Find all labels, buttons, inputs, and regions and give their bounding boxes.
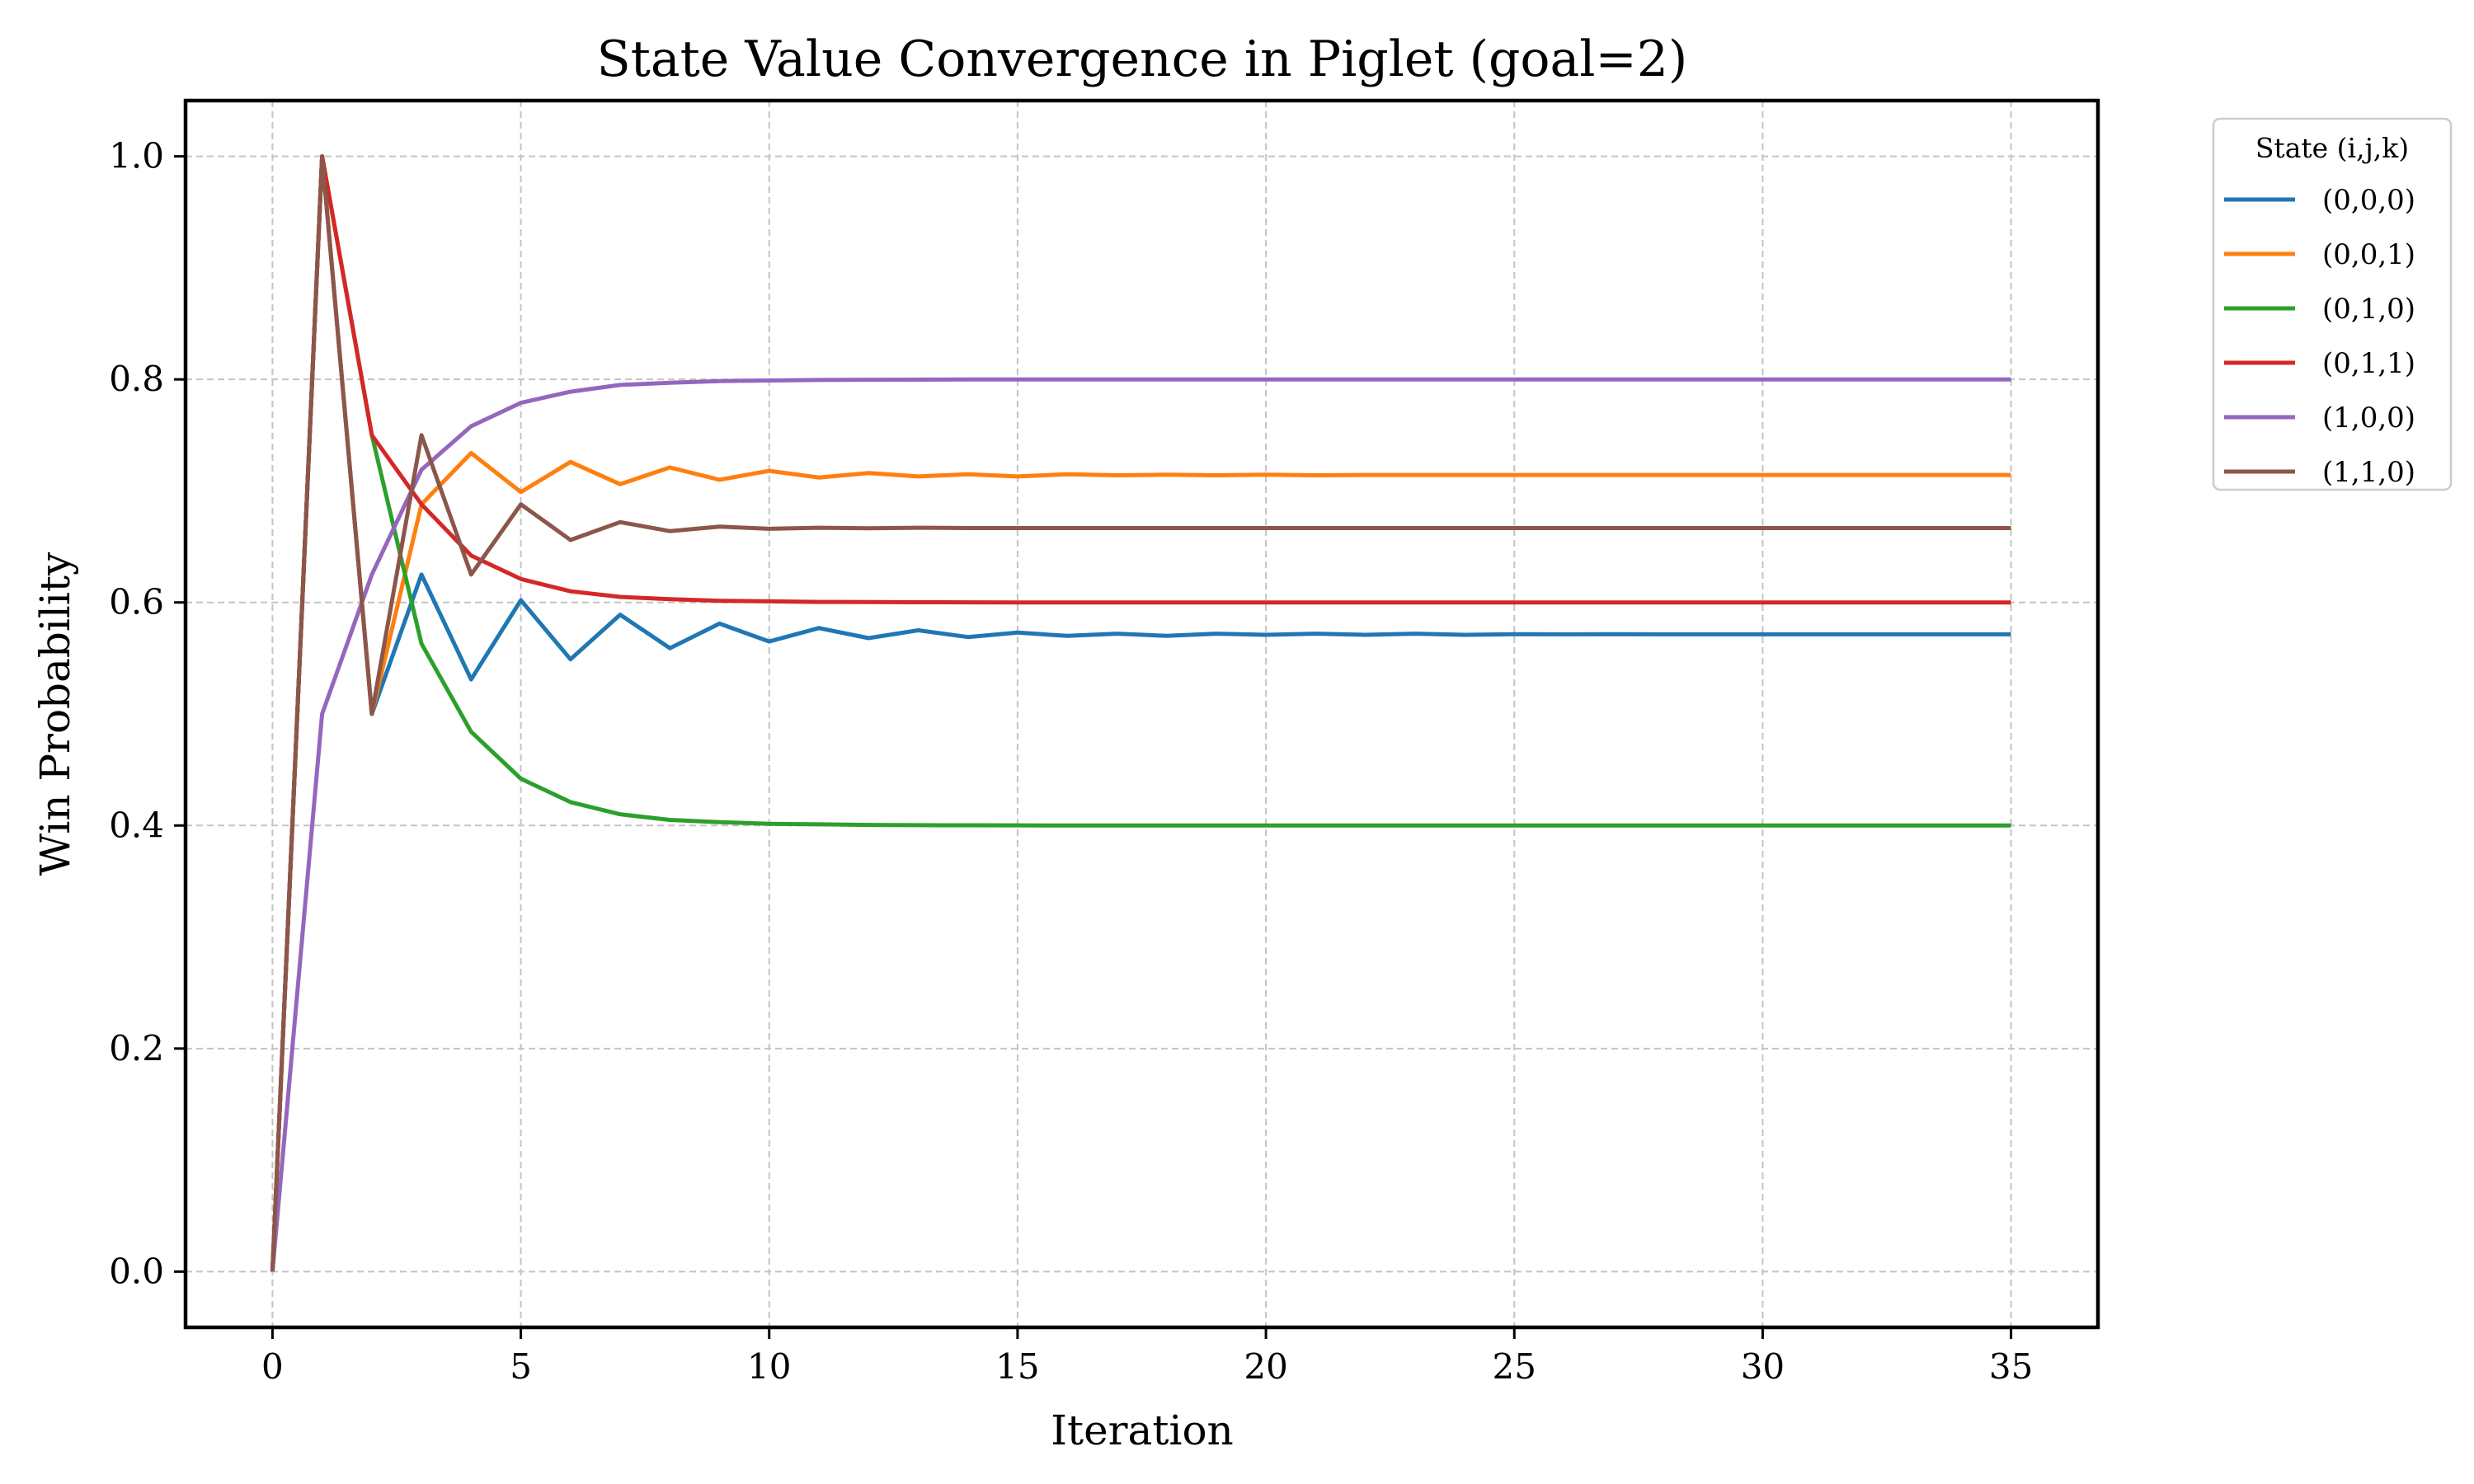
x-tick-label: 5 (510, 1346, 532, 1387)
x-tick-label: 35 (1989, 1346, 2033, 1387)
y-tick-label: 0.4 (109, 805, 164, 845)
x-tick-label: 0 (261, 1346, 284, 1387)
chart-title: State Value Convergence in Piglet (goal=… (597, 31, 1688, 88)
plot-frame (183, 98, 2100, 1330)
legend-title: State (i,j,k) (2255, 132, 2409, 164)
legend-label: (0,0,1) (2322, 238, 2415, 271)
legend-label: (1,1,0) (2322, 456, 2415, 489)
series-line-1-0-0 (270, 377, 2011, 1272)
series-line-0-1-1 (270, 154, 2011, 1272)
legend-label: (0,0,0) (2322, 184, 2415, 217)
series-line-1-1-0 (270, 154, 2011, 1272)
series-layer (270, 154, 2011, 1272)
legend-label: (1,0,0) (2322, 402, 2415, 434)
legend-items: (0,0,0) (0,0,1) (0,1,0) (0,1,1) (1,0,0) (1,1,… (2224, 184, 2415, 489)
y-axis-label: Win Probability (31, 552, 79, 876)
y-tick-label: 0.8 (109, 359, 164, 399)
x-tick-label: 25 (1493, 1346, 1536, 1387)
x-tick-label: 20 (1244, 1346, 1287, 1387)
y-tick-label: 0.0 (109, 1251, 164, 1291)
y-tick-label: 0.2 (109, 1028, 164, 1068)
x-tick-label: 15 (995, 1346, 1039, 1387)
x-axis-ticks: 0 5 10 15 20 25 30 35 (261, 1327, 2033, 1387)
legend-label: (0,1,0) (2322, 293, 2415, 326)
y-tick-label: 1.0 (109, 136, 164, 176)
y-axis-ticks: 0.0 0.2 0.4 0.6 0.8 1.0 (109, 136, 186, 1291)
x-tick-label: 10 (747, 1346, 791, 1387)
x-axis-label: Iteration (1051, 1407, 1234, 1454)
x-tick-label: 30 (1741, 1346, 1785, 1387)
series-line-0-0-1 (270, 154, 2011, 1272)
legend-label: (0,1,1) (2322, 347, 2415, 380)
legend: State (i,j,k) (0,0,0) (0,0,1) (0,1,0) (0,1,… (2212, 117, 2453, 491)
series-line-0-1-0 (270, 154, 2011, 1272)
legend-box (2212, 117, 2453, 491)
series-line-0-0-0 (270, 154, 2011, 1272)
y-tick-label: 0.6 (109, 582, 164, 622)
